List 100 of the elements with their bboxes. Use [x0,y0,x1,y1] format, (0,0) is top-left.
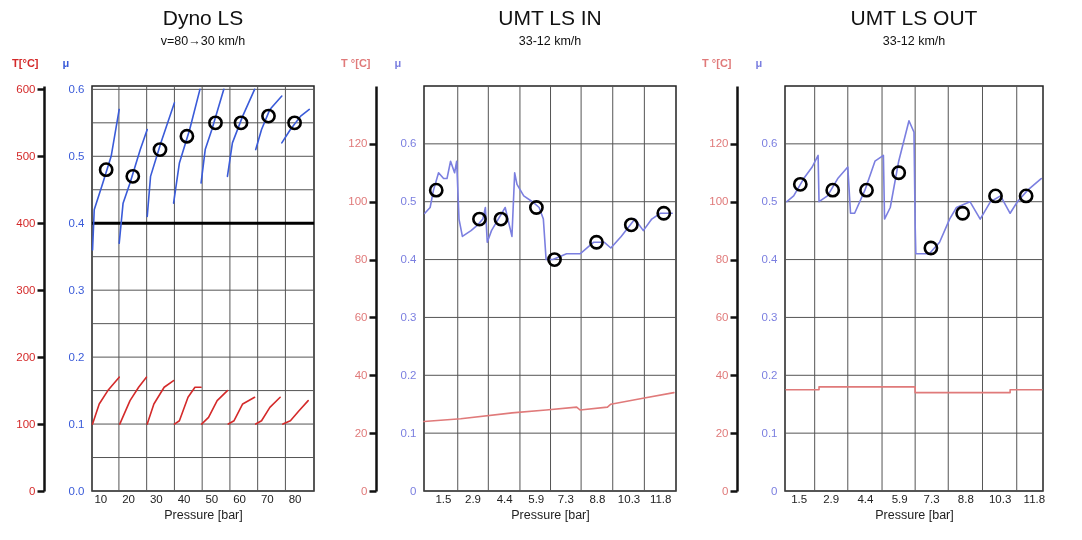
x-tick-label: 5.9 [891,492,908,505]
x-tick-label: 40 [177,492,191,505]
y-tick-label: 0 [722,484,729,497]
y-tick-label: 20 [354,426,368,439]
line-series [226,88,256,178]
y-tick-label: 60 [354,310,368,323]
line-series [118,128,149,245]
point [859,182,874,198]
line-series [424,160,673,261]
y-tick-label: 80 [354,253,368,266]
point [623,217,639,233]
point [891,165,907,181]
x-tick-label: 30 [149,492,163,505]
y2-tick-label: 0.6 [761,137,778,150]
y-tick-label: 40 [715,368,729,381]
y-tick-label: 120 [709,137,729,150]
y2-tick-label: 0.4 [68,216,86,229]
line-series [118,376,148,425]
x-tick-label: 10 [94,492,108,505]
y2-tick-label: 0.2 [400,368,417,381]
x-tick-label: 1.5 [435,492,452,505]
x-tick-label: 50 [205,492,219,505]
y2-tick-label: 0.5 [761,195,778,208]
line-series [423,391,675,423]
point [261,108,276,124]
y2-axis-title: μ [755,56,763,69]
point [152,142,168,158]
y-tick-label: 400 [16,216,36,229]
x-tick-label: 4.4 [496,492,514,505]
line-series [91,108,120,251]
y2-tick-label: 0.6 [68,82,85,95]
x-axis-title: Pressure [bar] [511,508,590,522]
line-series [91,376,120,425]
x-tick-label: 4.4 [857,492,874,505]
x-axis-title: Pressure [bar] [164,508,243,522]
y2-axis-title: μ [394,56,402,69]
y2-tick-label: 0.5 [68,149,85,162]
chart-title: UMT LS OUT [850,5,978,29]
y2-tick-label: 0.1 [68,417,85,430]
point [1018,188,1034,204]
y-tick-label: 500 [16,149,36,162]
line-series [254,95,283,151]
y2-tick-label: 0.1 [761,426,778,439]
y-tick-label: 100 [16,417,36,430]
x-tick-label: 11.8 [649,492,672,505]
y2-tick-label: 0.3 [761,310,778,323]
y2-tick-label: 0.0 [68,484,85,497]
x-tick-label: 8.8 [589,492,606,505]
y-tick-label: 0 [29,484,36,497]
x-tick-label: 20 [122,492,135,505]
point [923,240,939,256]
line-series [227,396,256,425]
y2-axis-title: μ [62,56,70,69]
y2-tick-label: 0 [410,484,417,497]
point [547,252,562,267]
y2-tick-label: 0.6 [400,137,417,150]
x-tick-label: 10.3 [988,492,1012,505]
y-axis-title: T °[C] [702,56,732,69]
point [208,115,223,131]
line-series [282,399,309,425]
x-tick-label: 2.9 [465,492,481,505]
y2-tick-label: 0.3 [400,310,417,323]
line-series [146,101,176,218]
y-axis-title: T °[C] [341,56,371,69]
point [179,128,195,144]
chart-title: UMT LS IN [498,5,602,29]
line-series [146,379,175,425]
y2-tick-label: 0.4 [400,253,418,266]
x-tick-label: 2.9 [823,492,840,505]
x-axis-title: Pressure [bar] [875,508,954,522]
y-tick-label: 100 [709,195,729,208]
point [233,115,249,131]
point [428,182,444,198]
line-series [172,88,201,204]
y2-tick-label: 0.4 [761,253,779,266]
y2-tick-label: 0.1 [400,426,417,439]
y-tick-label: 100 [348,195,368,208]
line-series [200,88,225,184]
y-tick-label: 60 [715,310,729,323]
x-tick-label: 80 [288,492,302,505]
x-tick-label: 8.8 [957,492,974,505]
y-tick-label: 40 [354,368,368,381]
x-tick-label: 11.8 [1023,492,1046,505]
point [493,211,509,227]
x-tick-label: 60 [233,492,246,505]
y2-tick-label: 0.3 [68,283,85,296]
y-tick-label: 600 [16,82,36,95]
y-axis-title: T[°C] [12,56,39,69]
x-tick-label: 1.5 [791,492,808,505]
y-tick-label: 80 [715,253,729,266]
y-tick-label: 200 [16,350,36,363]
y2-tick-label: 0.2 [68,350,85,363]
line-series [281,108,311,144]
point [472,211,487,227]
y-tick-label: 120 [348,137,368,150]
line-series [786,119,1042,255]
point [98,162,114,178]
point [528,200,544,215]
y-tick-label: 20 [715,426,729,439]
point [125,168,141,184]
